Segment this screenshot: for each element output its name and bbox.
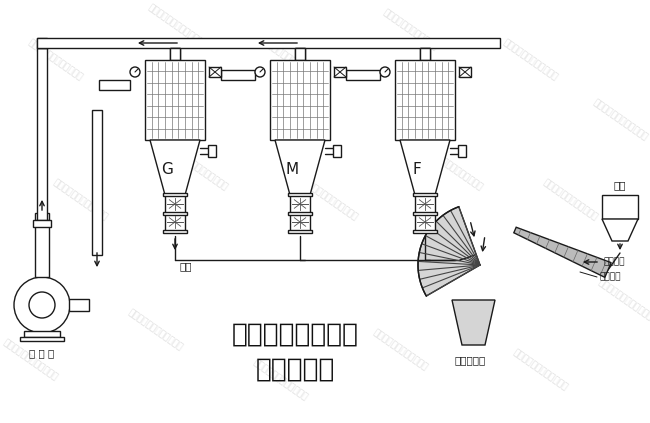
Bar [288, 212, 312, 215]
Text: 粗粉: 粗粉 [180, 261, 192, 271]
Bar [334, 67, 346, 77]
Text: 洛阳纳微机电设备有限公司: 洛阳纳微机电设备有限公司 [591, 98, 649, 142]
Text: 洛阳纳微机电设备: 洛阳纳微机电设备 [231, 322, 359, 348]
Bar [288, 193, 312, 196]
Text: 洛阳纳微机电设备有限公司: 洛阳纳微机电设备有限公司 [26, 38, 84, 82]
Bar [395, 60, 455, 140]
Polygon shape [275, 140, 325, 195]
Bar [24, 331, 60, 337]
Bar [35, 225, 49, 277]
Bar [163, 212, 187, 215]
Bar [288, 230, 312, 233]
Text: 洛阳纳微机电设备有限公司: 洛阳纳微机电设备有限公司 [301, 178, 359, 222]
Circle shape [130, 67, 140, 77]
Polygon shape [400, 140, 450, 195]
Bar [290, 213, 310, 231]
Polygon shape [150, 140, 200, 195]
Text: 洛阳纳微机电设备有限公司: 洛阳纳微机电设备有限公司 [596, 278, 650, 322]
Bar [208, 145, 216, 157]
Text: 精密分级机: 精密分级机 [255, 357, 335, 383]
Bar [290, 195, 310, 213]
Bar [602, 195, 638, 219]
Bar [99, 80, 130, 90]
Text: M: M [285, 162, 298, 176]
Bar [420, 48, 430, 60]
Bar [459, 67, 471, 77]
Bar [420, 48, 430, 60]
Text: F: F [413, 162, 421, 176]
Bar [413, 193, 437, 196]
Text: 洛阳纳微机电设备有限公司: 洛阳纳微机电设备有限公司 [371, 328, 429, 372]
Bar [69, 299, 89, 311]
Polygon shape [514, 227, 611, 277]
Text: 洛阳纳微机电设备有限公司: 洛阳纳微机电设备有限公司 [261, 38, 319, 82]
Bar [413, 230, 437, 233]
Text: 洛阳纳微机电设备有限公司: 洛阳纳微机电设备有限公司 [541, 178, 599, 222]
Bar [35, 213, 49, 220]
Text: 洛阳纳微机电设备有限公司: 洛阳纳微机电设备有限公司 [171, 148, 229, 192]
Text: 洛阳纳微机电设备有限公司: 洛阳纳微机电设备有限公司 [51, 178, 109, 222]
Bar [346, 70, 380, 80]
Bar [413, 212, 437, 215]
Text: 洛阳纳微机电设备有限公司: 洛阳纳微机电设备有限公司 [251, 358, 309, 402]
Bar [165, 213, 185, 231]
Polygon shape [418, 207, 480, 296]
Text: 引 风 机: 引 风 机 [29, 348, 55, 358]
Polygon shape [452, 300, 495, 345]
Bar [163, 193, 187, 196]
Bar [33, 220, 51, 227]
Bar [37, 38, 500, 48]
Bar [415, 195, 435, 213]
Text: 洛阳纳微机电设备有限公司: 洛阳纳微机电设备有限公司 [146, 3, 204, 47]
Circle shape [380, 67, 390, 77]
Text: 原料: 原料 [614, 180, 626, 190]
Bar [333, 145, 341, 157]
Text: 洛阳纳微机电设备有限公司: 洛阳纳微机电设备有限公司 [511, 348, 569, 392]
Bar [165, 195, 185, 213]
Text: 洛阳纳微机电设备有限公司: 洛阳纳微机电设备有限公司 [1, 338, 59, 382]
Text: 分级机主机: 分级机主机 [454, 355, 486, 365]
Bar [170, 48, 180, 60]
Bar [270, 60, 330, 140]
Bar [295, 48, 305, 60]
Circle shape [14, 277, 70, 333]
Circle shape [29, 292, 55, 318]
Polygon shape [602, 219, 638, 241]
Bar [209, 67, 221, 77]
Bar [170, 48, 180, 60]
Text: 射流喷管: 射流喷管 [600, 272, 621, 281]
Bar [221, 70, 255, 80]
Text: 洛阳纳微机电设备有限公司: 洛阳纳微机电设备有限公司 [126, 308, 184, 352]
Bar [458, 145, 466, 157]
Bar [37, 38, 47, 48]
Bar [145, 60, 205, 140]
Text: 洛阳纳微机电设备有限公司: 洛阳纳微机电设备有限公司 [381, 8, 439, 52]
Bar [415, 213, 435, 231]
Bar [295, 48, 305, 60]
Text: 洛阳纳微机电设备有限公司: 洛阳纳微机电设备有限公司 [426, 148, 484, 192]
Bar [92, 110, 102, 255]
Text: G: G [161, 162, 173, 176]
Text: 洛阳纳微机电设备有限公司: 洛阳纳微机电设备有限公司 [501, 38, 559, 82]
Circle shape [255, 67, 265, 77]
Text: 压缩气体: 压缩气体 [603, 258, 625, 266]
Bar [163, 230, 187, 233]
Bar [37, 48, 47, 220]
Bar [20, 337, 64, 341]
